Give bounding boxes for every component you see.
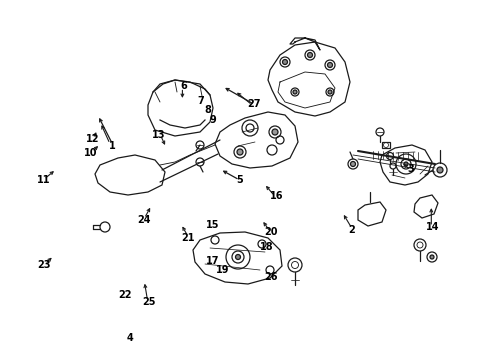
Circle shape [292,90,296,94]
Circle shape [237,149,243,155]
Text: 24: 24 [137,215,151,225]
Text: 13: 13 [152,130,165,140]
Circle shape [327,90,331,94]
Text: 18: 18 [259,242,273,252]
Text: 8: 8 [204,105,211,115]
Circle shape [327,63,332,68]
Text: 9: 9 [209,114,216,125]
Text: 15: 15 [205,220,219,230]
Text: 26: 26 [264,272,278,282]
Text: 17: 17 [205,256,219,266]
Text: 7: 7 [197,96,203,106]
Text: 6: 6 [180,81,186,91]
Circle shape [403,162,407,166]
Text: 12: 12 [86,134,100,144]
Text: 20: 20 [264,227,278,237]
Circle shape [436,167,442,173]
Text: 16: 16 [269,191,283,201]
Circle shape [235,255,240,260]
Circle shape [429,255,433,259]
Text: 2: 2 [348,225,355,235]
Text: 14: 14 [425,222,439,232]
Text: 1: 1 [109,141,116,151]
Text: 19: 19 [215,265,229,275]
Text: 10: 10 [83,148,97,158]
Text: 4: 4 [126,333,133,343]
Text: 11: 11 [37,175,51,185]
Circle shape [282,59,287,64]
Text: 22: 22 [118,290,131,300]
Text: 25: 25 [142,297,156,307]
Circle shape [350,162,355,166]
Text: 3: 3 [407,164,413,174]
Circle shape [271,129,278,135]
Circle shape [307,53,312,58]
Text: 27: 27 [247,99,261,109]
Text: 5: 5 [236,175,243,185]
Text: 21: 21 [181,233,195,243]
Text: 23: 23 [37,260,51,270]
